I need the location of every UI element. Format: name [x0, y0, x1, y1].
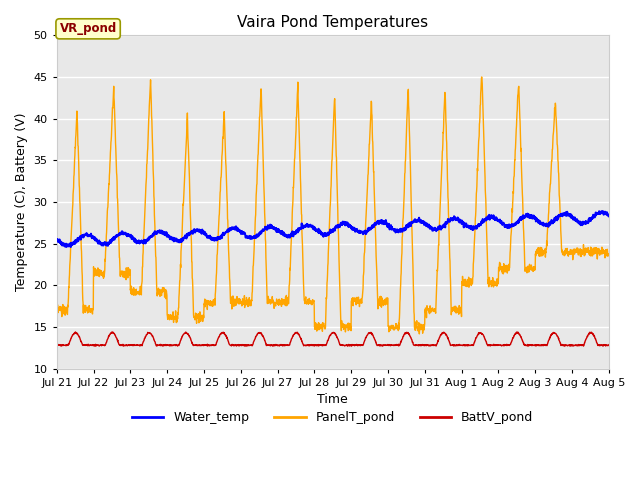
Legend: Water_temp, PanelT_pond, BattV_pond: Water_temp, PanelT_pond, BattV_pond	[127, 406, 538, 429]
Text: VR_pond: VR_pond	[60, 23, 116, 36]
X-axis label: Time: Time	[317, 393, 348, 406]
Y-axis label: Temperature (C), Battery (V): Temperature (C), Battery (V)	[15, 113, 28, 291]
Title: Vaira Pond Temperatures: Vaira Pond Temperatures	[237, 15, 428, 30]
